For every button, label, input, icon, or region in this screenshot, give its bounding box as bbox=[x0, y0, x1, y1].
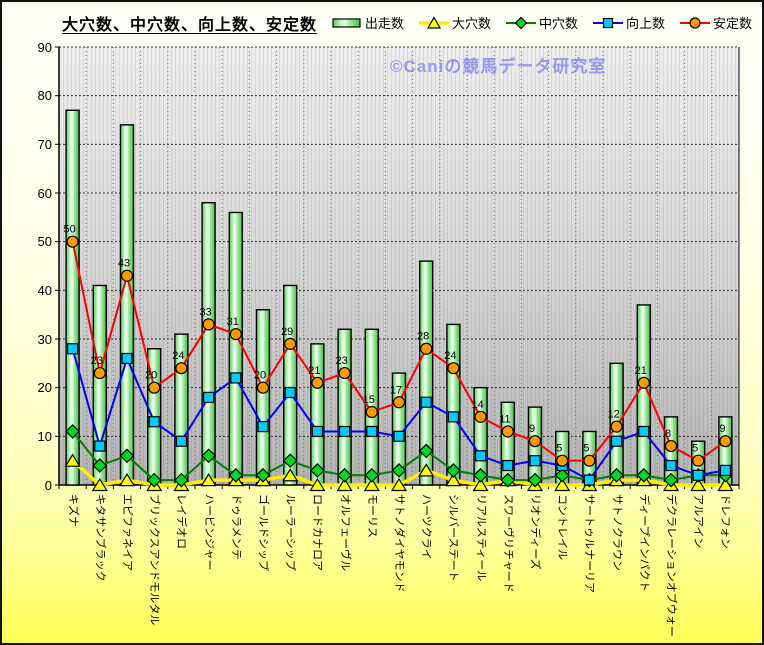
x-category-label: シルバーステート bbox=[447, 494, 460, 582]
x-category-label: キズナ bbox=[66, 494, 79, 527]
x-category-label: ハーツクライ bbox=[420, 494, 433, 560]
legend-swatch-circle-icon bbox=[679, 16, 710, 29]
x-category-label: キタサンブラック bbox=[93, 494, 106, 582]
legend-swatch-diamond-icon bbox=[505, 16, 536, 29]
y-tick-label: 0 bbox=[44, 477, 52, 493]
legend: 出走数 大穴数 中穴数 向上数 安定数 bbox=[332, 13, 752, 32]
x-category-label: アルアイン bbox=[692, 494, 705, 549]
legend-label: 大穴数 bbox=[451, 16, 491, 31]
watermark: ©Caniの競馬データ研究室 bbox=[390, 57, 607, 76]
x-category-label: ゴールドシップ bbox=[257, 494, 269, 571]
x-category-label: サートゥルナーリア bbox=[583, 494, 596, 593]
legend-item-安定数: 安定数 bbox=[679, 13, 752, 32]
y-tick-label: 40 bbox=[37, 282, 52, 298]
legend-item-出走数: 出走数 bbox=[332, 13, 404, 32]
legend-item-中穴数: 中穴数 bbox=[505, 13, 578, 32]
legend-label: 中穴数 bbox=[538, 16, 578, 31]
x-category-label: ディープインパクト bbox=[637, 494, 650, 592]
y-tick-label: 80 bbox=[37, 88, 52, 104]
legend-label: 出走数 bbox=[364, 16, 404, 31]
x-category-label: モーリス bbox=[365, 494, 378, 538]
x-category-label: サトノダイヤモンド bbox=[393, 494, 405, 593]
x-category-label: コントレイル bbox=[556, 494, 569, 560]
x-category-label: ブリックスアンドモルタル bbox=[148, 494, 161, 626]
legend-label: 安定数 bbox=[712, 16, 752, 31]
legend-label: 向上数 bbox=[625, 16, 665, 31]
chart-title: 大穴数、中穴数、向上数、安定数 bbox=[62, 17, 318, 34]
legend-item-向上数: 向上数 bbox=[592, 13, 665, 32]
x-category-label: ルーラーシップ bbox=[284, 494, 297, 571]
x-category-label: オルフェーヴル bbox=[338, 494, 351, 571]
x-category-label: ドレフォン bbox=[719, 494, 732, 549]
plot-area bbox=[59, 47, 739, 485]
x-category-label: ドゥラメンテ bbox=[229, 494, 242, 560]
y-tick-label: 20 bbox=[37, 380, 52, 396]
legend-swatch-triangle-icon bbox=[418, 15, 449, 29]
x-category-label: サトノクラウン bbox=[610, 494, 623, 571]
y-tick-label: 90 bbox=[37, 39, 52, 55]
legend-item-大穴数: 大穴数 bbox=[418, 13, 491, 32]
y-tick-label: 30 bbox=[37, 331, 52, 347]
y-tick-label: 60 bbox=[37, 185, 52, 201]
x-category-label: ロードカナロア bbox=[311, 494, 324, 571]
x-category-label: ハービンジャー bbox=[202, 494, 215, 571]
legend-swatch-square-icon bbox=[592, 17, 623, 28]
x-category-label: エピファネイア bbox=[121, 494, 133, 571]
x-category-label: デクラレーションオブウォー bbox=[665, 494, 677, 637]
y-tick-label: 50 bbox=[37, 234, 52, 250]
x-category-label: リオンディーズ bbox=[529, 494, 541, 570]
y-tick-label: 10 bbox=[37, 428, 52, 444]
y-tick-label: 70 bbox=[37, 136, 52, 152]
x-category-label: レイデオロ bbox=[175, 494, 188, 549]
x-category-label: スワーヴリチャード bbox=[501, 494, 514, 593]
x-category-label: リアルスティール bbox=[474, 494, 487, 582]
legend-swatch-bar-icon bbox=[332, 17, 361, 28]
